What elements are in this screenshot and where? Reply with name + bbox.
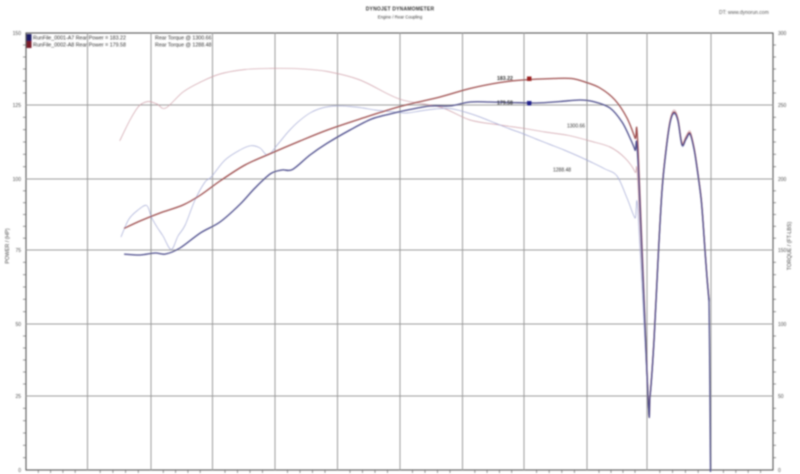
- svg-text:183.22: 183.22: [497, 76, 513, 82]
- svg-text:75: 75: [15, 248, 21, 254]
- svg-text:POWER / (HP): POWER / (HP): [5, 228, 11, 264]
- svg-text:200: 200: [778, 177, 787, 183]
- svg-text:Rear Torque @ 1288.48: Rear Torque @ 1288.48: [155, 43, 212, 49]
- svg-text:150: 150: [13, 31, 22, 37]
- svg-text:300: 300: [778, 31, 787, 37]
- svg-text:RunFile_0002-A8 Rear Power = 1: RunFile_0002-A8 Rear Power = 179.58: [33, 43, 126, 49]
- svg-text:TORQUE / (FT-LBS): TORQUE / (FT-LBS): [787, 222, 793, 271]
- svg-text:RunFile_0001-A7 Rear Power = 1: RunFile_0001-A7 Rear Power = 183.22: [33, 36, 126, 42]
- svg-text:100: 100: [13, 177, 22, 183]
- svg-text:0: 0: [778, 468, 781, 474]
- svg-text:125: 125: [13, 103, 22, 109]
- svg-text:25: 25: [15, 394, 21, 400]
- svg-text:100: 100: [778, 322, 787, 328]
- svg-text:1288.48: 1288.48: [553, 168, 571, 174]
- svg-text:Engine / Rear Coupling: Engine / Rear Coupling: [378, 15, 423, 20]
- svg-text:150: 150: [778, 248, 787, 254]
- svg-text:1300.66: 1300.66: [567, 124, 585, 130]
- svg-text:179.58: 179.58: [497, 101, 513, 107]
- svg-text:250: 250: [778, 103, 787, 109]
- svg-text:DT: www.dynorun.com: DT: www.dynorun.com: [719, 10, 769, 16]
- svg-text:50: 50: [778, 394, 784, 400]
- svg-text:DYNOJET DYNAMOMETER: DYNOJET DYNAMOMETER: [366, 7, 435, 13]
- svg-text:50: 50: [15, 322, 21, 328]
- svg-text:Rear Torque @ 1300.66: Rear Torque @ 1300.66: [155, 36, 212, 42]
- svg-text:0: 0: [18, 468, 21, 474]
